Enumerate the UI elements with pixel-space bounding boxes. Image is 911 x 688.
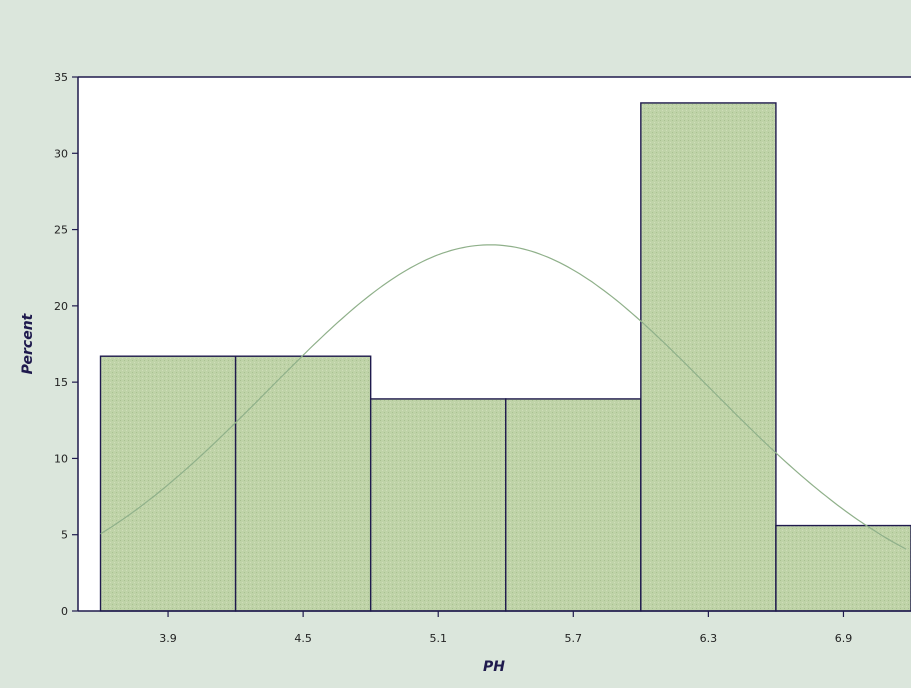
y-tick-label-5: 5 (61, 529, 68, 542)
x-tick-label-5.1: 5.1 (429, 632, 447, 645)
y-axis-title: Percent (20, 312, 36, 374)
y-tick-label-30: 30 (54, 147, 68, 160)
plot-frame (77, 76, 911, 612)
normal-density-curve (100, 244, 907, 550)
y-tick-label-35: 35 (54, 71, 68, 84)
x-tick-label-3.9: 3.9 (159, 632, 177, 645)
x-tick-label-4.5: 4.5 (294, 632, 312, 645)
bar-5.7 (505, 398, 642, 612)
x-tick-label-5.7: 5.7 (565, 632, 583, 645)
x-axis-title: PH (483, 659, 505, 675)
y-tick-label-25: 25 (54, 224, 68, 237)
x-tick-label-6.9: 6.9 (835, 632, 853, 645)
bar-6.3 (640, 102, 777, 612)
y-tick-label-15: 15 (54, 376, 68, 389)
y-tick-label-0: 0 (61, 605, 68, 618)
y-tick-label-10: 10 (54, 452, 68, 465)
x-axis: 3.9 4.5 5.1 5.7 6.3 6.9 (159, 611, 852, 645)
bar-6.9 (775, 524, 911, 612)
bars-group (99, 102, 911, 612)
x-tick-label-6.3: 6.3 (700, 632, 718, 645)
bar-5.1 (369, 398, 507, 612)
y-tick-label-20: 20 (54, 300, 68, 313)
bar-3.9 (99, 355, 237, 612)
y-axis: 0 5 10 15 20 25 30 35 (54, 71, 78, 618)
bar-4.5 (234, 355, 372, 612)
